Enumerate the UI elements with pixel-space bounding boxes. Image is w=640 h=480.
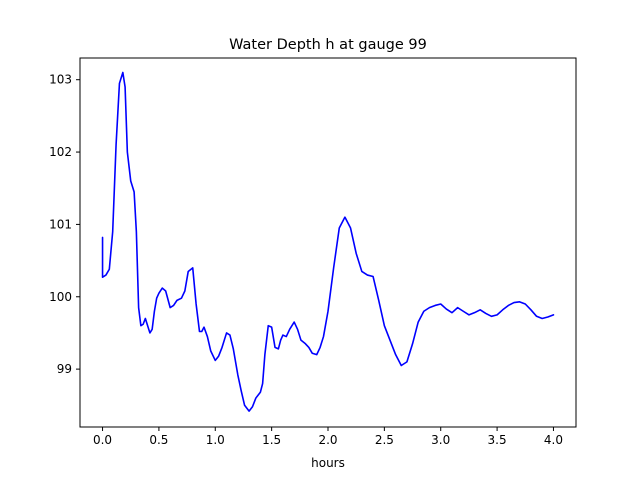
x-axis-label: hours (311, 456, 345, 470)
x-tick-label: 4.0 (544, 433, 563, 447)
x-axis: 0.0 0.5 1.0 1.5 2.0 2.5 3.0 3.5 4.0 (93, 427, 563, 447)
x-tick-label: 2.5 (375, 433, 394, 447)
plot-area (101, 71, 555, 412)
chart-title: Water Depth h at gauge 99 (229, 37, 427, 53)
series-line-0 (101, 71, 555, 412)
y-tick-label: 102 (49, 145, 72, 159)
x-tick-label: 3.0 (431, 433, 450, 447)
x-tick-label: 0.0 (93, 433, 112, 447)
y-tick-label: 100 (49, 290, 72, 304)
y-tick-label: 103 (49, 73, 72, 87)
x-tick-label: 1.5 (262, 433, 281, 447)
y-tick-label: 99 (57, 362, 72, 376)
x-tick-label: 2.0 (318, 433, 337, 447)
x-tick-label: 0.5 (149, 433, 168, 447)
x-tick-label: 1.0 (206, 433, 225, 447)
y-tick-label: 101 (49, 217, 72, 231)
y-axis: 99 100 101 102 103 (49, 73, 80, 376)
x-tick-label: 3.5 (488, 433, 507, 447)
